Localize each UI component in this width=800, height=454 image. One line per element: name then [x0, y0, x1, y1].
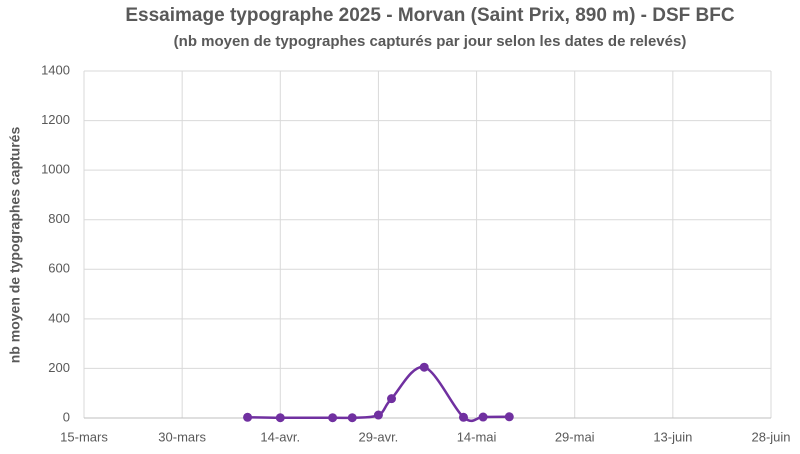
x-tick-label: 14-avr.: [260, 429, 300, 444]
x-tick-label: 29-avr.: [359, 429, 399, 444]
y-tick-label: 400: [48, 310, 70, 325]
data-point: [504, 412, 514, 422]
y-axis-title: nb moyen de typographes capturés: [7, 127, 23, 364]
data-point: [275, 413, 285, 423]
data-point: [478, 412, 488, 422]
y-tick-label: 0: [63, 409, 70, 424]
data-point: [328, 413, 338, 423]
y-tick-label: 800: [48, 211, 70, 226]
data-point: [419, 362, 429, 372]
chart-title: Essaimage typographe 2025 - Morvan (Sain…: [125, 5, 735, 26]
x-tick-label: 13-juin: [653, 429, 692, 444]
data-point: [387, 394, 397, 404]
data-point: [243, 412, 253, 422]
y-tick-label: 1000: [41, 162, 70, 177]
x-tick-label: 14-mai: [457, 429, 497, 444]
x-tick-label: 29-mai: [555, 429, 595, 444]
series-line: [247, 365, 510, 423]
chart-subtitle: (nb moyen de typographes capturés par jo…: [174, 33, 687, 50]
x-tick-label: 28-juin: [751, 429, 790, 444]
data-point: [347, 413, 357, 423]
y-tick-label: 600: [48, 261, 70, 276]
x-tick-label: 30-mars: [158, 429, 206, 444]
x-tick-label: 15-mars: [60, 429, 108, 444]
data-point: [458, 412, 468, 422]
data-point: [373, 410, 383, 420]
y-tick-label: 200: [48, 360, 70, 375]
y-tick-label: 1200: [41, 112, 70, 127]
y-tick-label: 1400: [41, 62, 70, 77]
